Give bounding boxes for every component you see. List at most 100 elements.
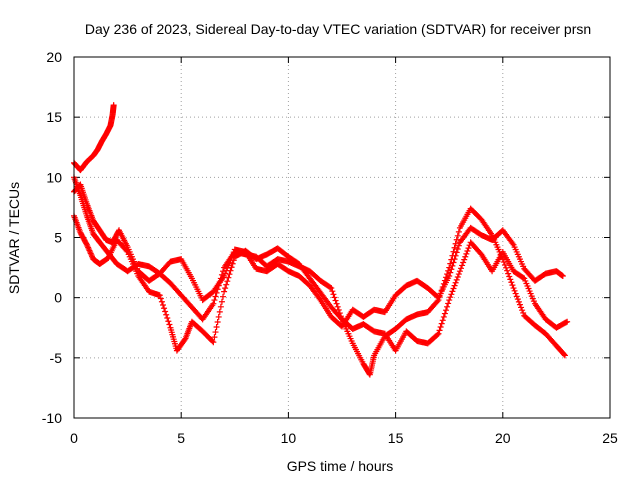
data-point: [162, 308, 169, 315]
data-point: [504, 267, 511, 274]
data-point: [226, 259, 233, 266]
data-point: [515, 298, 522, 305]
data-point: [218, 298, 225, 305]
data-point: [455, 271, 462, 278]
data-point: [222, 285, 229, 292]
data-point: [442, 307, 449, 314]
data-point: [163, 311, 170, 318]
data-point: [212, 329, 219, 336]
data-point: [452, 240, 459, 247]
data-point: [228, 254, 235, 261]
x-tick-label: 25: [602, 430, 618, 446]
data-point: [225, 262, 232, 269]
data-point: [457, 265, 464, 272]
data-point: [463, 250, 470, 257]
x-axis-label: GPS time / hours: [287, 458, 394, 474]
data-point: [564, 318, 571, 325]
data-point: [328, 285, 335, 292]
data-point: [454, 273, 461, 280]
data-point: [220, 293, 227, 300]
data-point: [506, 273, 513, 280]
data-point: [455, 228, 462, 235]
x-tick-label: 15: [388, 430, 404, 446]
data-point: [435, 330, 442, 337]
data-point: [157, 295, 164, 302]
data-point: [223, 281, 230, 288]
data-point: [161, 305, 168, 312]
data-point: [505, 270, 512, 277]
data-point: [439, 317, 446, 324]
data-point: [446, 297, 453, 304]
data-point: [164, 315, 171, 322]
data-point: [213, 324, 220, 331]
data-point: [447, 294, 454, 301]
data-point: [520, 274, 527, 281]
data-point: [229, 251, 236, 258]
y-tick-label: -5: [50, 350, 63, 366]
data-point: [329, 288, 336, 295]
data-point: [514, 296, 521, 303]
data-point: [83, 240, 90, 247]
data-point: [520, 309, 527, 316]
y-tick-label: 0: [54, 290, 62, 306]
data-point: [559, 273, 566, 280]
data-point: [451, 244, 458, 251]
data-point: [451, 282, 458, 289]
data-point: [447, 269, 454, 276]
data-point: [211, 334, 218, 341]
data-point: [210, 339, 217, 346]
y-axis-label: SDTVAR / TECUs: [6, 182, 22, 294]
data-point: [512, 290, 519, 297]
data-point: [444, 303, 451, 310]
data-point: [224, 265, 231, 272]
data-point: [436, 327, 443, 334]
data-point: [449, 262, 456, 269]
data-point: [333, 300, 340, 307]
data-point: [453, 276, 460, 283]
data-point: [224, 278, 231, 285]
data-point: [445, 300, 452, 307]
data-point: [460, 259, 467, 266]
series-trace-4: [71, 181, 566, 330]
data-point: [221, 288, 228, 295]
data-point: [448, 291, 455, 298]
x-tick-label: 10: [281, 430, 297, 446]
data-point: [561, 352, 568, 359]
data-point: [227, 257, 234, 264]
data-point: [501, 261, 508, 268]
data-point: [511, 287, 518, 294]
data-point: [332, 297, 339, 304]
data-point: [453, 249, 460, 256]
y-tick-label: -10: [42, 410, 62, 426]
data-point: [462, 253, 469, 260]
data-point: [509, 282, 516, 289]
data-point: [76, 182, 83, 189]
data-point: [222, 270, 229, 277]
data-point: [508, 279, 515, 286]
data-point: [229, 260, 236, 267]
data-point: [165, 318, 172, 325]
data-point: [452, 252, 459, 259]
data-point: [456, 268, 463, 275]
plot-data: [71, 102, 571, 378]
data-point: [510, 285, 517, 292]
y-tick-label: 15: [46, 109, 62, 125]
data-point: [223, 267, 230, 274]
data-point: [437, 324, 444, 331]
data-point: [438, 320, 445, 327]
data-point: [449, 288, 456, 295]
data-point: [335, 306, 342, 313]
data-point: [503, 264, 510, 271]
data-point: [440, 313, 447, 320]
data-point: [446, 273, 453, 280]
data-point: [334, 303, 341, 310]
data-point: [214, 318, 221, 325]
data-point: [452, 279, 459, 286]
data-point: [330, 291, 337, 298]
data-point: [450, 285, 457, 292]
y-tick-label: 10: [46, 169, 62, 185]
data-point: [465, 245, 472, 252]
data-point: [454, 246, 461, 253]
data-point: [212, 293, 219, 300]
